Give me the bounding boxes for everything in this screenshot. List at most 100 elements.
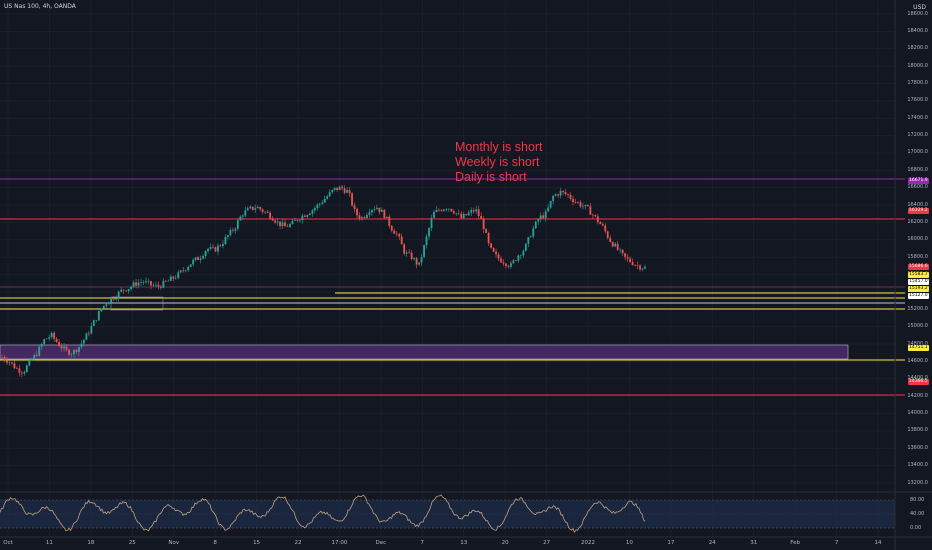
time-tick: 27 xyxy=(543,540,551,546)
candle-body xyxy=(457,213,460,214)
candle-body xyxy=(522,250,525,256)
candle-body xyxy=(244,210,247,216)
candle-body xyxy=(60,346,63,349)
time-tick: 10 xyxy=(625,540,633,546)
candle-body xyxy=(110,297,113,303)
candle-body xyxy=(390,225,393,231)
price-tick: 16000.0 xyxy=(907,236,928,243)
candle-body xyxy=(413,258,416,260)
candle-body xyxy=(569,194,572,199)
price-tick: 16800.0 xyxy=(907,166,928,173)
candle-body xyxy=(224,236,227,244)
candle-body xyxy=(492,247,495,252)
candle-body xyxy=(227,235,229,237)
candle-body xyxy=(202,256,204,259)
candle-body xyxy=(348,190,351,194)
price-axis[interactable]: 18600.0 18400.0 18200.0 18000.0 17800.0 17600… xyxy=(895,0,932,550)
candle-body xyxy=(425,236,428,246)
candle-body xyxy=(20,372,23,374)
candle-body xyxy=(564,191,567,194)
candle-body xyxy=(373,209,376,211)
candle-body xyxy=(40,343,43,347)
candle-body xyxy=(641,268,644,270)
price-tick: 18600.0 xyxy=(907,10,928,17)
candle-body xyxy=(626,256,629,259)
candle-body xyxy=(455,213,458,214)
symbol-title[interactable]: US Nas 100, 4h, OANDA xyxy=(4,3,76,10)
price-tick: 16200.0 xyxy=(907,218,928,225)
candle-body xyxy=(353,205,356,209)
candle-body xyxy=(261,209,264,212)
time-tick: 17 xyxy=(667,540,675,546)
candle-body xyxy=(328,192,331,197)
price-tick: 13800.0 xyxy=(907,427,928,434)
candle-body xyxy=(53,332,56,339)
candle-body xyxy=(594,214,597,217)
candle-body xyxy=(577,202,579,203)
candle-body xyxy=(192,259,195,265)
candle-body xyxy=(68,349,70,355)
price-tick: 17200.0 xyxy=(907,132,928,139)
candle-body xyxy=(214,247,217,252)
candle-body xyxy=(152,285,155,286)
candle-body xyxy=(596,216,599,223)
candle-body xyxy=(33,354,36,360)
candle-body xyxy=(636,265,639,266)
candle-body xyxy=(398,233,401,237)
candle-body xyxy=(490,243,492,248)
candle-body xyxy=(532,228,535,237)
candle-body xyxy=(510,263,512,267)
candle-body xyxy=(460,213,463,219)
candle-body xyxy=(497,254,500,259)
time-tick: Nov xyxy=(168,540,180,546)
candle-body xyxy=(465,214,468,216)
candle-body xyxy=(11,362,13,364)
candle-body xyxy=(443,209,445,212)
candle-body xyxy=(480,216,483,219)
candle-body xyxy=(591,214,594,216)
candle-body xyxy=(524,243,527,251)
candle-body xyxy=(112,297,115,300)
time-tick: 7 xyxy=(834,540,839,546)
candle-body xyxy=(177,272,180,278)
candle-body xyxy=(408,252,411,254)
candle-body xyxy=(472,210,475,212)
candle-body xyxy=(500,258,502,263)
candle-body xyxy=(619,249,622,251)
candle-body xyxy=(363,217,366,219)
candle-body xyxy=(323,198,326,203)
candle-body xyxy=(256,206,259,209)
candle-body xyxy=(338,186,341,191)
candle-body xyxy=(83,339,85,344)
text-annotation[interactable]: Monthly is short Weekly is short Daily i… xyxy=(455,140,543,185)
time-axis[interactable]: Oct 11 18 25 Nov 8 15 22 17:00 Dec 7 13 20 27 2022 10 17… xyxy=(0,538,895,550)
price-tick: 15800.0 xyxy=(907,253,928,260)
candle-body xyxy=(157,284,160,287)
candle-body xyxy=(629,258,632,262)
candle-body xyxy=(58,341,61,347)
candle-body xyxy=(23,372,26,374)
candle-body xyxy=(428,228,430,237)
candle-body xyxy=(35,354,38,356)
candle-body xyxy=(552,195,555,201)
candle-body xyxy=(445,209,448,210)
time-tick: 22 xyxy=(294,540,302,546)
candle-body xyxy=(8,362,11,363)
candle-body xyxy=(48,337,51,339)
candle-body xyxy=(167,280,170,282)
candle-body xyxy=(351,193,353,206)
candle-body xyxy=(452,211,455,214)
candle-body xyxy=(187,266,190,271)
candle-body xyxy=(584,204,587,207)
supply-zone-box xyxy=(0,344,849,360)
candle-body xyxy=(303,215,306,217)
time-tick: 24 xyxy=(708,540,716,546)
price-tick: 18200.0 xyxy=(907,45,928,52)
candle-body xyxy=(418,262,420,265)
candle-body xyxy=(291,220,294,225)
candle-body xyxy=(579,202,582,207)
candle-body xyxy=(631,261,634,266)
price-level-label: 14751.1 xyxy=(908,345,929,352)
candle-body xyxy=(450,208,453,212)
